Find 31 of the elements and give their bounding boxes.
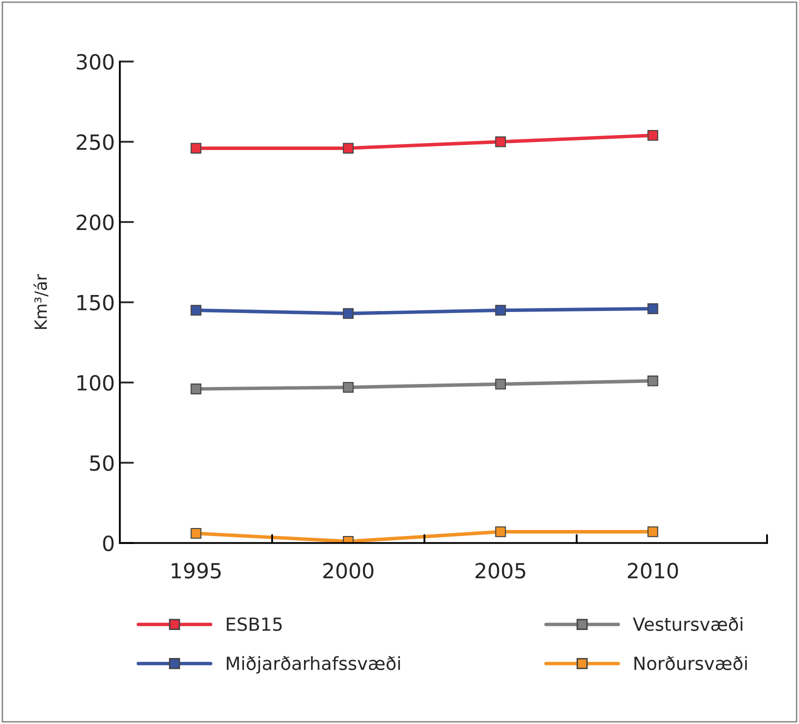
- y-tick-label: 0: [103, 535, 114, 552]
- point: [342, 308, 354, 319]
- point: [495, 378, 506, 390]
- x-tick-label: 2000: [323, 562, 374, 579]
- point: [495, 526, 506, 538]
- point: [647, 303, 658, 314]
- y-axis-title: Km³/ár: [33, 274, 48, 329]
- y-tick-label: 150: [78, 294, 114, 310]
- point: [342, 142, 354, 154]
- point: [190, 304, 202, 316]
- point: [190, 528, 202, 539]
- point: [190, 142, 202, 154]
- legend-label: Vestursvæði: [632, 617, 742, 631]
- y-tick-label: 300: [76, 54, 114, 70]
- point: [647, 526, 658, 538]
- y-tick-label: 250: [76, 134, 114, 150]
- legend-label: Miðjarðarhafssvæði: [226, 656, 400, 674]
- x-tick-label: 1995: [172, 562, 221, 579]
- y-tick-label: 50: [90, 455, 114, 471]
- legend-label: Norðursvæði: [634, 656, 747, 670]
- point: [495, 136, 506, 148]
- y-tick-label: 100: [78, 374, 114, 391]
- point: [495, 304, 506, 316]
- x-tick-label: 2005: [476, 562, 526, 579]
- point: [647, 376, 658, 386]
- point: [190, 384, 202, 394]
- point: [342, 382, 354, 393]
- y-tick-label: 200: [76, 214, 114, 230]
- legend-label: ESB15: [226, 617, 282, 631]
- x-tick-label: 2010: [628, 562, 678, 579]
- point: [647, 130, 658, 141]
